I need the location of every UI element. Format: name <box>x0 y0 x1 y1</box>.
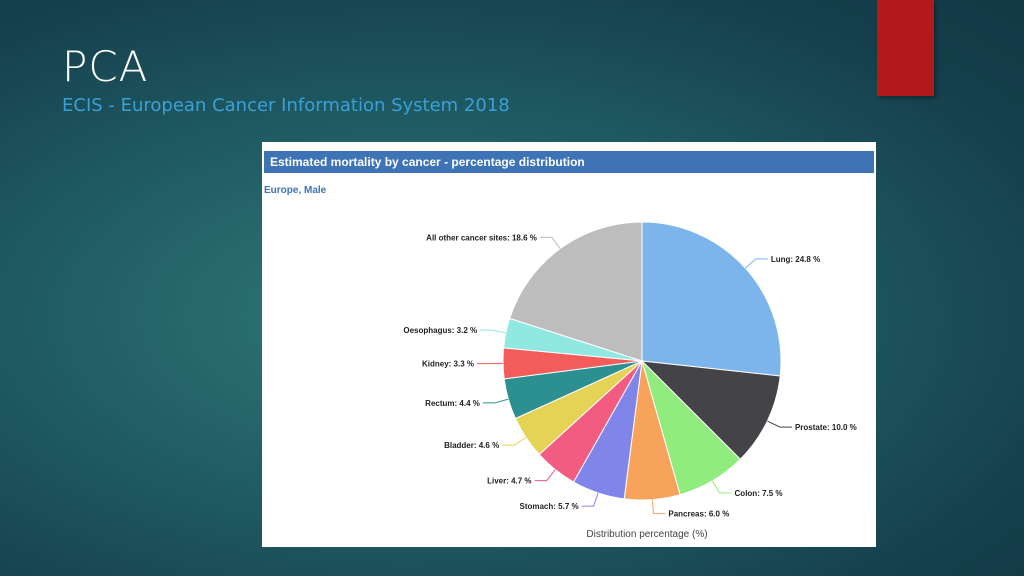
pie-slice[interactable] <box>641 221 782 377</box>
slice-label: All other cancer sites: 18.6 % <box>426 233 537 242</box>
label-connector <box>767 420 792 428</box>
label-connector <box>651 499 666 515</box>
label-connector <box>482 398 509 404</box>
chart-subtitle: Europe, Male <box>264 185 327 196</box>
chart-header: Estimated mortality by cancer - percenta… <box>264 151 874 173</box>
slice-label: Stomach: 5.7 % <box>519 502 578 511</box>
slice-label: Kidney: 3.3 % <box>422 360 474 369</box>
slide-subtitle: ECIS - European Cancer Information Syste… <box>62 95 510 116</box>
label-connector <box>480 329 506 334</box>
slice-label: Oesophagus: 3.2 % <box>403 326 477 335</box>
slice-label: Rectum: 4.4 % <box>425 399 480 408</box>
slice-label: Colon: 7.5 % <box>735 489 783 498</box>
slice-label: Lung: 24.8 % <box>771 255 820 264</box>
slice-label: Liver: 4.7 % <box>487 477 531 486</box>
chart-panel: Estimated mortality by cancer - percenta… <box>262 142 876 547</box>
label-connector <box>581 492 599 507</box>
slice-label: Pancreas: 6.0 % <box>668 510 729 519</box>
slice-label: Bladder: 4.6 % <box>444 441 499 450</box>
pie-chart: Lung: 24.8 % Prostate: 10.0 % Colon: 7.5 %… <box>403 221 857 519</box>
slice-label: Prostate: 10.0 % <box>795 423 857 432</box>
x-axis-label: Distribution percentage (%) <box>586 529 708 540</box>
label-connector <box>539 236 561 249</box>
chart-title: Estimated mortality by cancer - percenta… <box>270 155 585 169</box>
accent-tab <box>877 0 934 96</box>
label-connector <box>745 258 768 269</box>
label-connector <box>712 480 732 494</box>
slide-title: PCA <box>62 42 149 91</box>
label-connector <box>502 437 527 446</box>
label-connector <box>534 469 556 482</box>
